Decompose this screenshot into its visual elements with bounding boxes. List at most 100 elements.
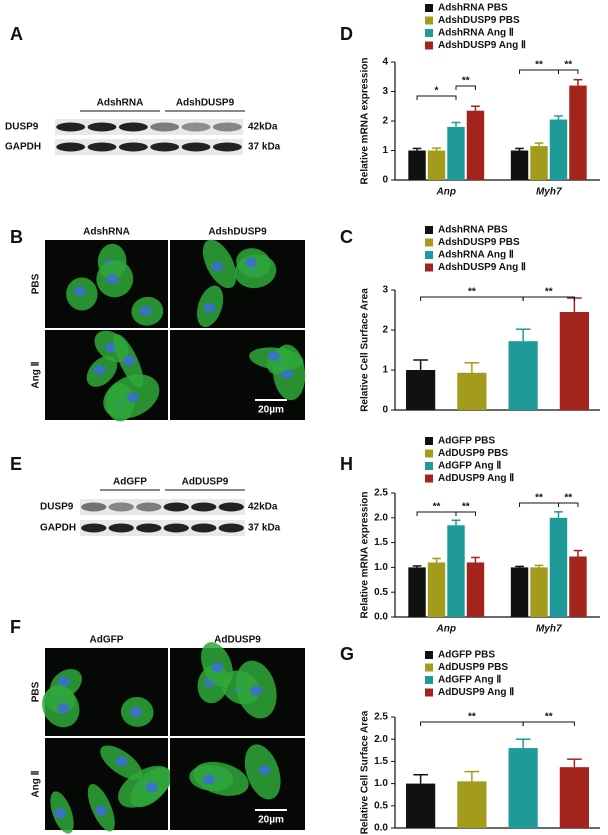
bar bbox=[406, 783, 436, 828]
bar bbox=[466, 562, 485, 617]
x-tick-label: Myh7 bbox=[536, 624, 562, 635]
bar bbox=[559, 312, 589, 410]
blot-band bbox=[181, 142, 211, 152]
column-label: AdshRNA bbox=[83, 227, 130, 238]
significance-bracket bbox=[557, 69, 579, 74]
y-tick-label: 1.0 bbox=[374, 562, 388, 573]
blot-band bbox=[163, 502, 189, 512]
legend-swatch bbox=[425, 263, 433, 272]
legend-swatch bbox=[425, 676, 433, 684]
y-tick-label: 3 bbox=[382, 86, 388, 97]
bar bbox=[508, 748, 538, 828]
nucleus bbox=[146, 782, 159, 793]
legend-swatch bbox=[425, 41, 433, 50]
legend-label: AdGFP Ang Ⅱ bbox=[438, 461, 501, 472]
legend-label: AdDUSP9 PBS bbox=[438, 662, 508, 673]
legend-swatch bbox=[425, 29, 433, 37]
blot-band bbox=[87, 142, 117, 152]
row-label: Ang Ⅱ bbox=[31, 770, 42, 797]
row-label: PBS bbox=[31, 273, 42, 294]
significance-bracket bbox=[557, 502, 579, 507]
legend-swatch bbox=[425, 462, 433, 470]
legend-label: AdshRNA PBS bbox=[438, 225, 508, 236]
legend-swatch bbox=[425, 16, 433, 25]
y-tick-label: 0 bbox=[382, 175, 388, 186]
y-tick-label: 2.0 bbox=[374, 734, 388, 745]
bar bbox=[530, 567, 548, 617]
legend-label: AdshDUSP9 Ang Ⅱ bbox=[438, 262, 526, 273]
nucleus bbox=[93, 364, 106, 375]
y-tick-label: 2.5 bbox=[374, 712, 388, 723]
y-tick-label: 2.5 bbox=[374, 488, 388, 499]
panel-label: G bbox=[340, 644, 354, 664]
legend-label: AdDUSP9 PBS bbox=[438, 448, 508, 459]
legend-swatch bbox=[425, 449, 433, 458]
bar bbox=[549, 119, 568, 180]
nucleus bbox=[211, 662, 224, 673]
bar bbox=[569, 85, 587, 180]
y-axis-label: Relative mRNA expression bbox=[360, 58, 371, 185]
blot-band bbox=[56, 142, 86, 152]
nucleus bbox=[211, 261, 224, 272]
nucleus bbox=[57, 676, 70, 687]
bar bbox=[408, 150, 426, 180]
legend-label: AdshDUSP9 PBS bbox=[438, 15, 520, 26]
blot-band bbox=[136, 523, 162, 533]
y-tick-label: 0.0 bbox=[374, 823, 388, 834]
legend-label: AdshRNA PBS bbox=[438, 3, 508, 14]
blot-band bbox=[108, 523, 134, 533]
significance-label: ** bbox=[462, 76, 470, 87]
panel-label: F bbox=[10, 617, 21, 637]
significance-label: ** bbox=[468, 712, 476, 723]
legend-label: AdshRNA Ang Ⅱ bbox=[438, 28, 514, 39]
nucleus bbox=[73, 286, 86, 297]
blot-band bbox=[56, 122, 86, 132]
y-axis-label: Relative Cell Surface Area bbox=[360, 710, 371, 834]
row-label: PBS bbox=[31, 681, 42, 702]
blot-band bbox=[191, 523, 217, 533]
row-label: DUSP9 bbox=[5, 122, 39, 133]
blot-band bbox=[150, 142, 180, 152]
scale-bar-label: 20µm bbox=[258, 815, 284, 826]
nucleus bbox=[106, 273, 119, 284]
scale-bar-label: 20µm bbox=[258, 405, 284, 416]
nucleus bbox=[258, 765, 271, 776]
column-label: AdGFP bbox=[90, 635, 124, 646]
blot-band bbox=[181, 122, 211, 132]
row-label: GAPDH bbox=[5, 142, 41, 153]
blot-band bbox=[87, 122, 117, 132]
bar bbox=[466, 110, 485, 180]
blot-band bbox=[163, 523, 189, 533]
size-label: 42kDa bbox=[248, 122, 278, 133]
nucleus bbox=[123, 355, 136, 366]
legend-label: AdshDUSP9 PBS bbox=[438, 237, 520, 248]
legend-label: AdGFP PBS bbox=[438, 650, 495, 661]
significance-label: ** bbox=[535, 493, 543, 504]
legend-swatch bbox=[425, 688, 433, 697]
legend-swatch bbox=[425, 238, 433, 247]
significance-bracket bbox=[522, 721, 575, 726]
bar bbox=[569, 556, 587, 617]
blot-band bbox=[150, 122, 180, 132]
blot-band bbox=[81, 502, 107, 512]
size-label: 37 kDa bbox=[248, 142, 281, 153]
nucleus bbox=[139, 305, 152, 316]
x-tick-label: Anp bbox=[436, 624, 456, 635]
bar bbox=[427, 562, 446, 617]
bar bbox=[530, 146, 548, 180]
significance-label: ** bbox=[433, 502, 441, 513]
legend-label: AdDUSP9 Ang Ⅱ bbox=[438, 687, 514, 698]
nucleus bbox=[280, 369, 293, 380]
blot-band bbox=[108, 502, 134, 512]
significance-label: ** bbox=[564, 60, 572, 71]
legend-label: AdDUSP9 Ang Ⅱ bbox=[438, 473, 514, 484]
bar bbox=[559, 767, 589, 828]
legend-swatch bbox=[425, 651, 433, 659]
bar bbox=[447, 525, 465, 617]
group-label: AdGFP bbox=[113, 477, 147, 488]
y-tick-label: 1.5 bbox=[374, 756, 388, 767]
bar bbox=[406, 370, 436, 410]
column-label: AdshDUSP9 bbox=[208, 227, 267, 238]
y-tick-label: 0.0 bbox=[374, 612, 388, 623]
